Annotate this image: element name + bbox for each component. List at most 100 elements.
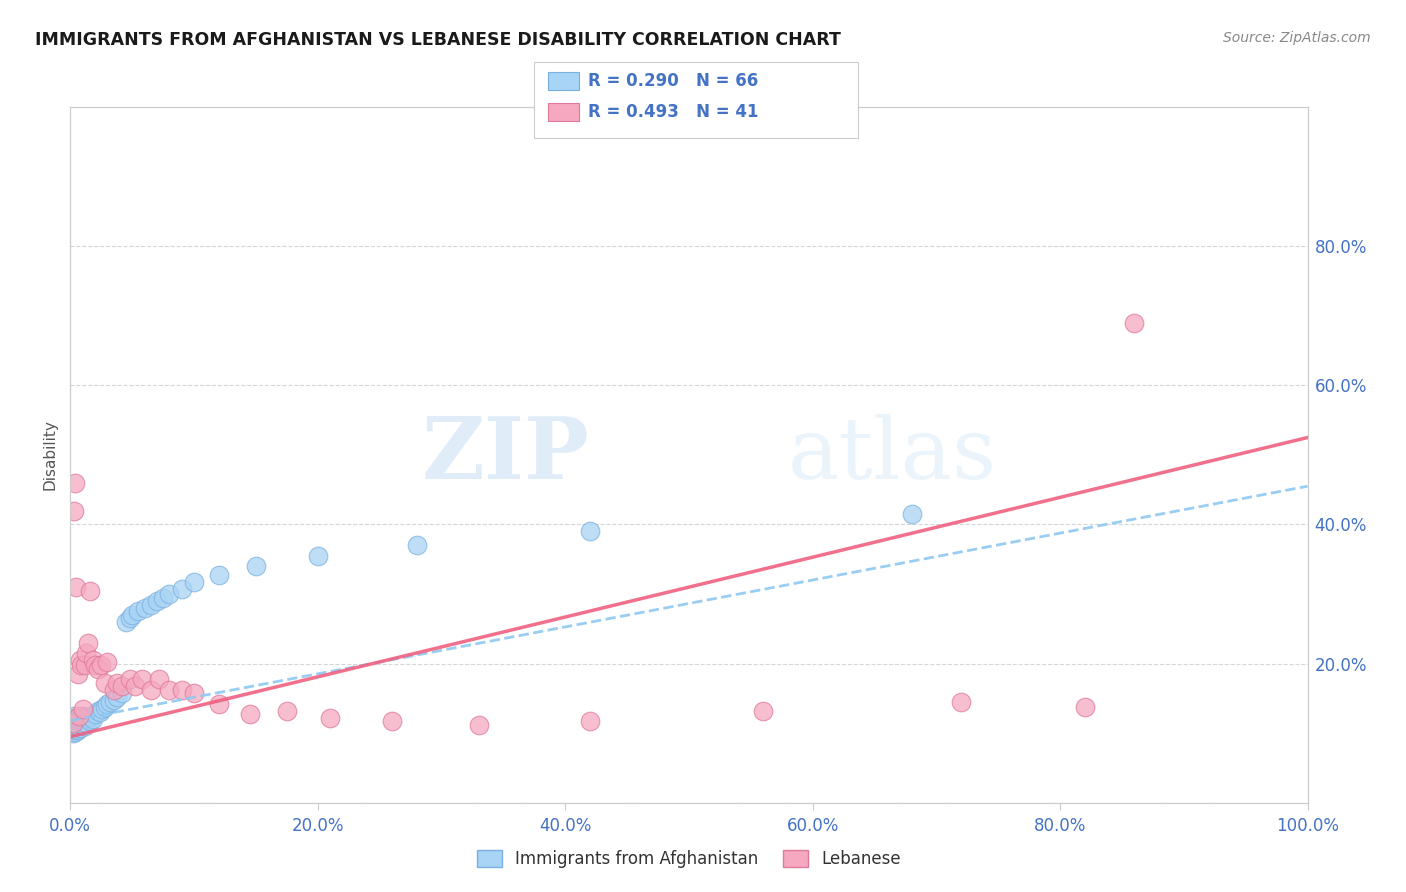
- Point: [900, 507, 922, 521]
- Point: [148, 672, 170, 686]
- Point: [65, 580, 87, 594]
- Point: [72, 702, 94, 716]
- Point: [86, 662, 108, 676]
- Point: [157, 683, 180, 698]
- Point: [183, 686, 205, 700]
- Point: [66, 719, 89, 733]
- Point: [94, 699, 117, 714]
- Point: [67, 714, 90, 728]
- Point: [65, 711, 87, 725]
- Point: [70, 714, 93, 728]
- Point: [75, 719, 97, 733]
- Point: [65, 718, 87, 732]
- Point: [103, 683, 125, 698]
- Point: [115, 615, 138, 629]
- Point: [63, 503, 86, 517]
- Point: [66, 723, 89, 737]
- Point: [76, 636, 98, 650]
- Point: [381, 714, 404, 728]
- Point: [82, 653, 104, 667]
- Point: [67, 718, 90, 732]
- Point: [65, 721, 87, 735]
- Point: [121, 607, 143, 622]
- Point: [69, 653, 91, 667]
- Text: IMMIGRANTS FROM AFGHANISTAN VS LEBANESE DISABILITY CORRELATION CHART: IMMIGRANTS FROM AFGHANISTAN VS LEBANESE …: [35, 31, 841, 49]
- Point: [579, 714, 602, 728]
- Point: [307, 549, 329, 563]
- Point: [131, 672, 153, 686]
- Point: [89, 706, 111, 720]
- Point: [405, 538, 427, 552]
- Point: [208, 567, 231, 582]
- Point: [319, 711, 342, 725]
- Point: [75, 715, 97, 730]
- Point: [75, 714, 97, 728]
- Point: [239, 706, 262, 721]
- Point: [70, 718, 93, 732]
- Point: [72, 715, 94, 730]
- Point: [84, 706, 107, 721]
- Point: [65, 724, 87, 739]
- Point: [96, 655, 118, 669]
- Point: [65, 721, 87, 735]
- Text: ZIP: ZIP: [422, 413, 591, 497]
- Point: [84, 658, 107, 673]
- Point: [139, 683, 162, 698]
- Point: [118, 611, 141, 625]
- Point: [950, 695, 973, 709]
- Point: [1123, 316, 1146, 330]
- Point: [70, 658, 93, 673]
- Point: [170, 582, 193, 596]
- Point: [67, 708, 90, 723]
- Point: [69, 711, 91, 725]
- Point: [105, 690, 128, 704]
- Point: [69, 721, 91, 735]
- Point: [94, 676, 117, 690]
- Point: [63, 708, 86, 723]
- Point: [105, 676, 128, 690]
- Point: [103, 693, 125, 707]
- Point: [63, 723, 86, 737]
- Legend: Immigrants from Afghanistan, Lebanese: Immigrants from Afghanistan, Lebanese: [470, 843, 908, 874]
- Point: [65, 714, 87, 728]
- Text: Source: ZipAtlas.com: Source: ZipAtlas.com: [1223, 31, 1371, 45]
- Point: [127, 605, 149, 619]
- Point: [111, 679, 134, 693]
- Point: [152, 591, 174, 605]
- Point: [96, 697, 118, 711]
- Point: [1074, 699, 1097, 714]
- Point: [170, 683, 193, 698]
- Point: [752, 704, 775, 718]
- Y-axis label: Disability: Disability: [42, 419, 58, 491]
- Point: [62, 715, 84, 730]
- Point: [60, 712, 83, 726]
- Point: [118, 672, 141, 686]
- Point: [75, 646, 97, 660]
- Point: [62, 726, 84, 740]
- Point: [90, 658, 112, 673]
- Text: atlas: atlas: [787, 413, 997, 497]
- Point: [66, 667, 89, 681]
- Point: [579, 524, 602, 539]
- Point: [245, 559, 267, 574]
- Point: [75, 658, 97, 673]
- Point: [73, 712, 96, 726]
- Point: [62, 719, 84, 733]
- Point: [467, 718, 489, 732]
- Point: [139, 598, 162, 612]
- Point: [63, 721, 86, 735]
- Point: [65, 475, 87, 490]
- Text: R = 0.290   N = 66: R = 0.290 N = 66: [588, 72, 758, 90]
- Point: [82, 712, 104, 726]
- Text: R = 0.493   N = 41: R = 0.493 N = 41: [588, 103, 758, 121]
- Point: [80, 708, 103, 723]
- Point: [276, 704, 298, 718]
- Point: [65, 723, 87, 737]
- Point: [73, 718, 96, 732]
- Point: [79, 583, 101, 598]
- Point: [65, 718, 87, 732]
- Point: [134, 601, 156, 615]
- Point: [86, 704, 108, 718]
- Point: [72, 708, 94, 723]
- Point: [183, 574, 205, 589]
